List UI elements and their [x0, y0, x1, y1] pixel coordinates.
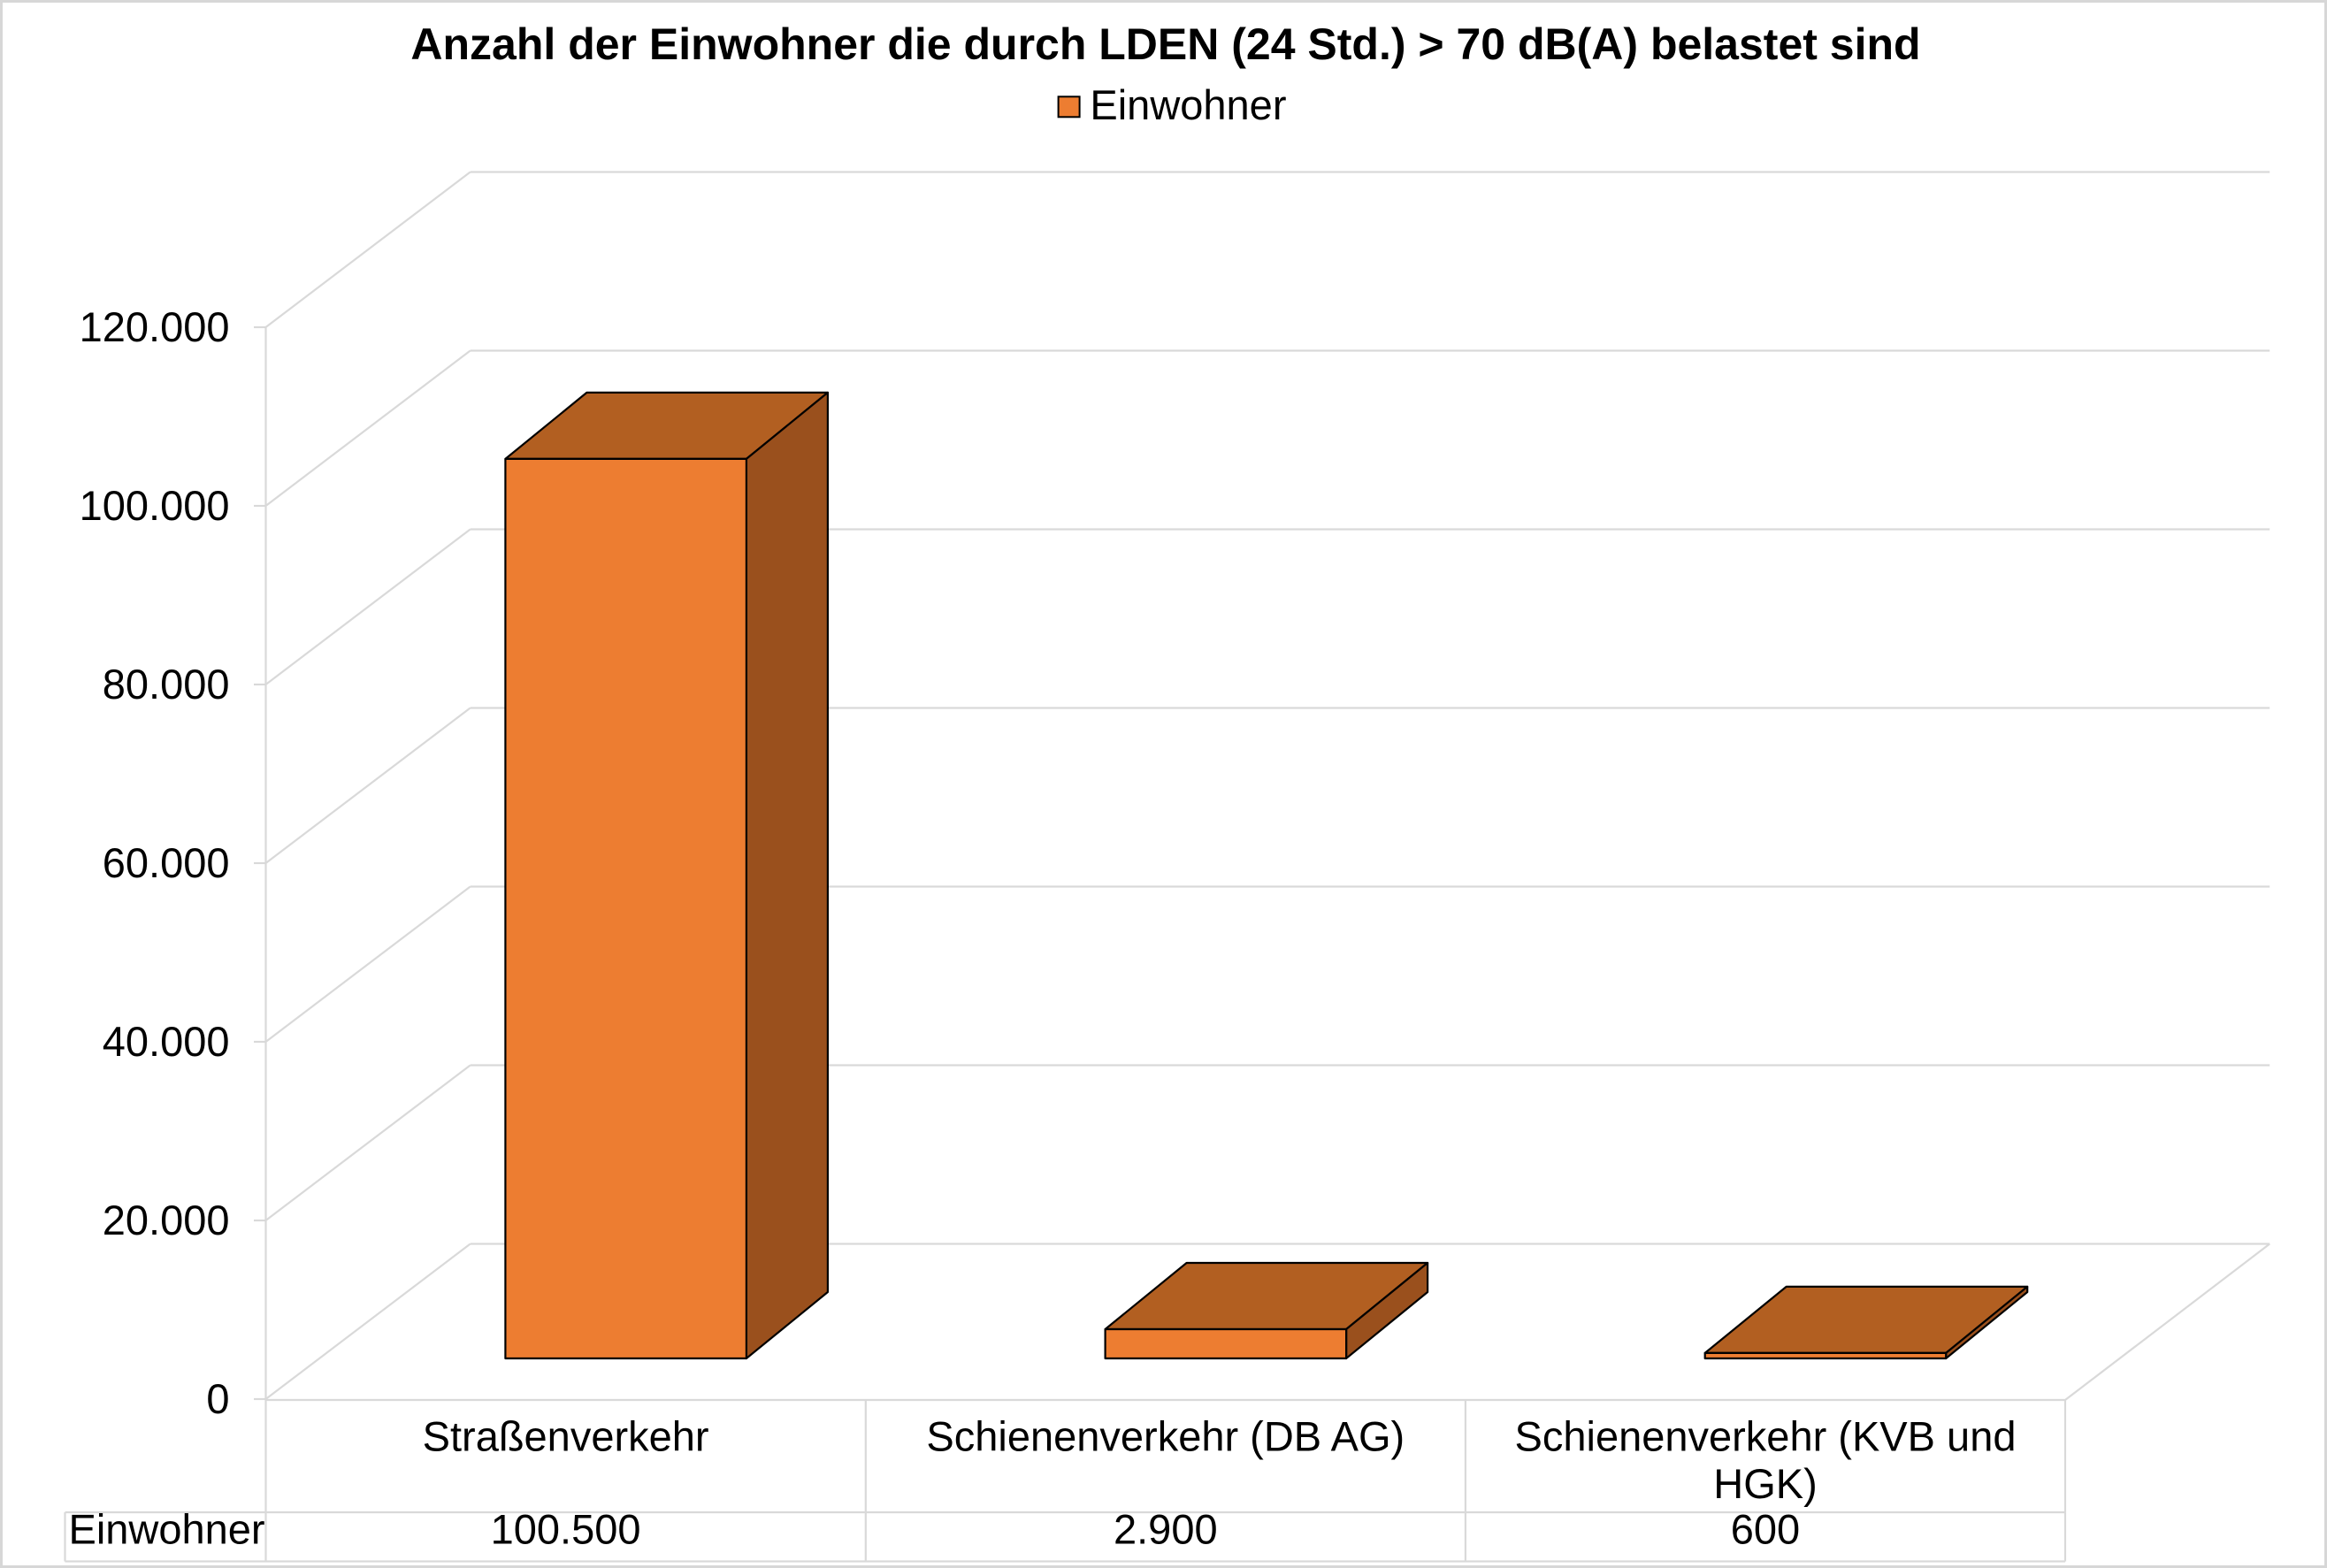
svg-text:100.500: 100.500 [491, 1506, 641, 1553]
svg-text:HGK): HGK) [1713, 1460, 1818, 1507]
svg-text:Einwohner: Einwohner [69, 1506, 265, 1553]
svg-text:600: 600 [1731, 1506, 1800, 1553]
svg-text:Schienenverkehr (KVB und: Schienenverkehr (KVB und [1515, 1413, 2017, 1460]
svg-text:120.000: 120.000 [80, 303, 230, 350]
svg-text:80.000: 80.000 [103, 661, 230, 708]
svg-text:2.900: 2.900 [1114, 1506, 1218, 1553]
svg-text:Straßenverkehr: Straßenverkehr [423, 1413, 709, 1460]
svg-text:0: 0 [206, 1375, 229, 1422]
svg-text:20.000: 20.000 [103, 1197, 230, 1243]
svg-text:60.000: 60.000 [103, 839, 230, 886]
svg-text:40.000: 40.000 [103, 1018, 230, 1065]
svg-text:Anzahl der Einwohner die durch: Anzahl der Einwohner die durch LDEN (24 … [410, 19, 1920, 69]
svg-text:Einwohner: Einwohner [1090, 81, 1286, 128]
svg-text:Schienenverkehr (DB AG): Schienenverkehr (DB AG) [926, 1413, 1405, 1460]
svg-text:100.000: 100.000 [80, 482, 230, 529]
